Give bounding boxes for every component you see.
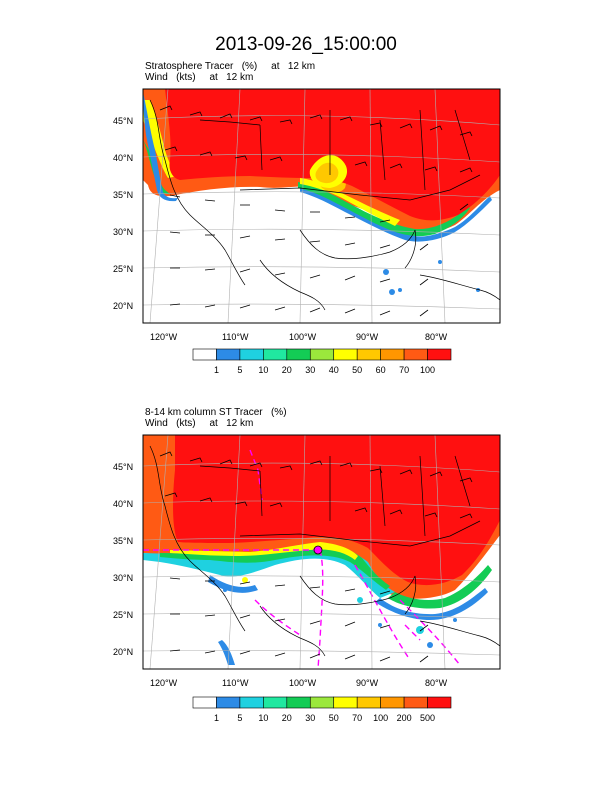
p2-lon-100: 100°W bbox=[289, 678, 317, 688]
colorbar-label: 50 bbox=[352, 365, 362, 375]
p1-lon-110: 110°W bbox=[222, 332, 249, 342]
p1-lat-30: 30°N bbox=[113, 227, 133, 237]
p2-lon-110: 110°W bbox=[222, 678, 249, 688]
p1-lat-40: 40°N bbox=[113, 153, 133, 163]
colorbar-swatch bbox=[333, 696, 358, 709]
panel-1-subtitle-tracer: Stratosphere Tracer (%) at 12 km bbox=[145, 61, 316, 72]
colorbar-label: 500 bbox=[420, 713, 435, 723]
colorbar-swatch bbox=[403, 348, 428, 361]
p2-lon-120: 120°W bbox=[150, 678, 178, 688]
colorbar-label: 50 bbox=[329, 713, 339, 723]
panel-2-subtitle-wind: Wind (kts) at 12 km bbox=[145, 418, 254, 429]
colorbar-label: 1 bbox=[214, 713, 219, 723]
colorbar-label: 70 bbox=[399, 365, 409, 375]
colorbar-label: 100 bbox=[373, 713, 388, 723]
colorbar-swatch bbox=[216, 696, 241, 709]
colorbar-label: 5 bbox=[237, 713, 242, 723]
colorbar-swatch bbox=[403, 696, 428, 709]
colorbar-swatch bbox=[427, 696, 452, 709]
colorbar-swatch bbox=[356, 696, 381, 709]
p2-lat-40: 40°N bbox=[113, 499, 133, 509]
p1-lat-35: 35°N bbox=[113, 190, 133, 200]
p2-lat-35: 35°N bbox=[113, 536, 133, 546]
colorbar-swatch bbox=[380, 348, 405, 361]
colorbar-label: 1 bbox=[214, 365, 219, 375]
panel-1-frame bbox=[142, 88, 501, 324]
p2-lon-90: 90°W bbox=[356, 678, 379, 688]
colorbar-swatch bbox=[286, 348, 311, 361]
panel-1-colorbar: 1 5 10 20 30 40 50 60 70 100 bbox=[192, 348, 452, 375]
p2-lat-20: 20°N bbox=[113, 647, 133, 657]
p1-lat-20: 20°N bbox=[113, 301, 133, 311]
p2-lon-80: 80°W bbox=[425, 678, 448, 688]
colorbar-swatch bbox=[333, 348, 358, 361]
colorbar-swatch bbox=[239, 348, 264, 361]
colorbar-swatch bbox=[216, 348, 241, 361]
panel-2-colorbar: 1 5 10 20 30 50 70 100 200 500 bbox=[192, 696, 452, 723]
colorbar-label: 20 bbox=[282, 713, 292, 723]
colorbar-label: 40 bbox=[329, 365, 339, 375]
colorbar-label: 30 bbox=[305, 365, 315, 375]
panel-2-frame bbox=[142, 434, 501, 670]
colorbar-swatch bbox=[309, 696, 335, 709]
colorbar-swatch bbox=[356, 348, 381, 361]
colorbar-label: 20 bbox=[282, 365, 292, 375]
colorbar-swatch bbox=[263, 696, 288, 709]
colorbar-label: 60 bbox=[376, 365, 386, 375]
p1-lon-90: 90°W bbox=[356, 332, 379, 342]
panel-2-map bbox=[143, 435, 500, 669]
p2-lat-30: 30°N bbox=[113, 573, 133, 583]
colorbar-swatch bbox=[192, 348, 217, 361]
p2-lat-25: 25°N bbox=[113, 610, 133, 620]
colorbar-swatch bbox=[192, 696, 217, 709]
p1-lat-45: 45°N bbox=[113, 116, 133, 126]
colorbar-label: 10 bbox=[258, 365, 268, 375]
p1-lon-120: 120°W bbox=[150, 332, 178, 342]
colorbar-label: 5 bbox=[237, 365, 242, 375]
colorbar-swatch bbox=[286, 696, 311, 709]
colorbar-swatch bbox=[239, 696, 264, 709]
colorbar-label: 70 bbox=[352, 713, 362, 723]
colorbar-swatch bbox=[309, 348, 335, 361]
colorbar-label: 30 bbox=[305, 713, 315, 723]
panel-1-subtitle-wind: Wind (kts) at 12 km bbox=[145, 72, 254, 83]
p1-lat-25: 25°N bbox=[113, 264, 133, 274]
colorbar-swatch bbox=[427, 348, 452, 361]
p1-lon-100: 100°W bbox=[289, 332, 317, 342]
colorbar-swatch bbox=[380, 696, 405, 709]
panel-1-map bbox=[143, 89, 500, 323]
colorbar-label: 100 bbox=[420, 365, 435, 375]
p2-lat-45: 45°N bbox=[113, 462, 133, 472]
colorbar-label: 200 bbox=[397, 713, 412, 723]
panel-2-subtitle-tracer: 8-14 km column ST Tracer (%) bbox=[145, 407, 287, 418]
colorbar-swatch bbox=[263, 348, 288, 361]
p1-lon-80: 80°W bbox=[425, 332, 448, 342]
colorbar-label: 10 bbox=[258, 713, 268, 723]
page-title: 2013-09-26_15:00:00 bbox=[215, 34, 397, 55]
